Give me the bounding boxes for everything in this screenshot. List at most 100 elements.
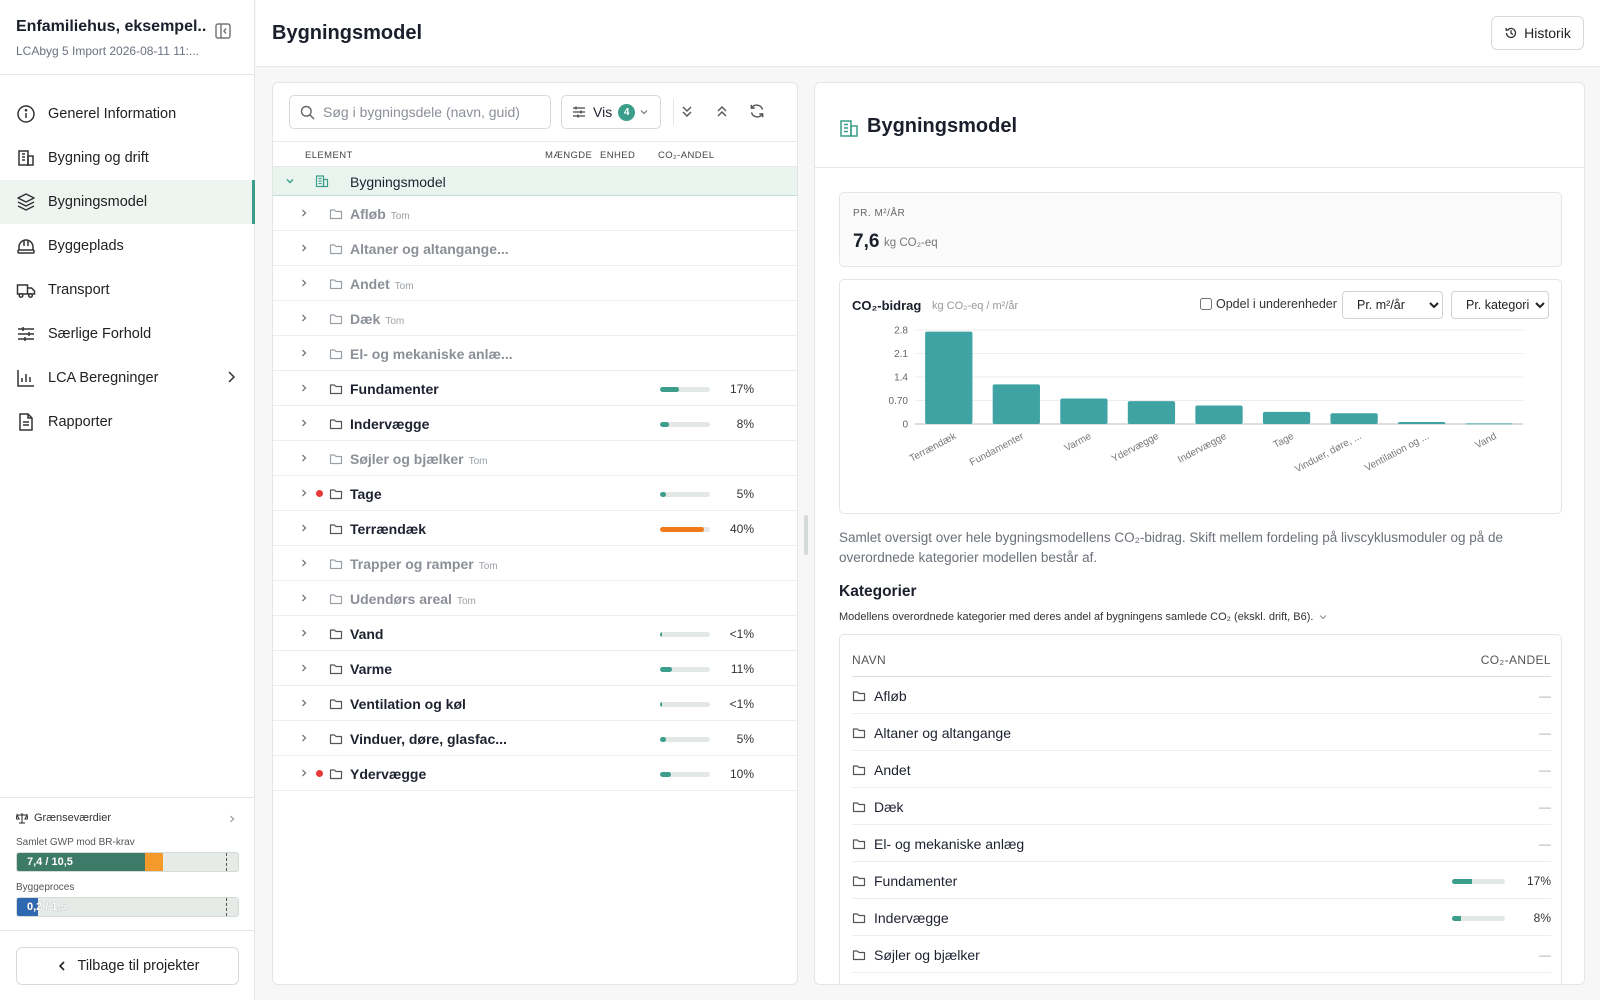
table-row[interactable]: El- og mekaniske anlæg — <box>852 825 1551 862</box>
folder-icon <box>852 689 866 703</box>
tree-row[interactable]: Terrændæk 40% <box>273 511 797 546</box>
chart-title: CO₂-bidrag <box>852 298 922 313</box>
collapse-all-icon[interactable] <box>713 102 731 120</box>
limit-values-panel[interactable]: Grænseværdier Samlet GWP mod BR-krav 7,4… <box>0 797 255 930</box>
chevron-right-icon[interactable] <box>299 488 309 498</box>
chevron-right-icon[interactable] <box>299 383 309 393</box>
chart-unit: kg CO₂-eq / m²/år <box>932 300 1019 312</box>
chevron-right-icon[interactable] <box>299 733 309 743</box>
nav-item-transport[interactable]: Transport <box>0 268 255 312</box>
split-subunits-checkbox[interactable]: Opdel i underenheder <box>1200 297 1337 311</box>
nav-label: Bygningsmodel <box>48 194 148 210</box>
category-name: Andet <box>874 762 911 778</box>
folder-icon <box>329 627 343 641</box>
tree-row[interactable]: Ventilation og køl <1% <box>273 686 797 721</box>
tree-row[interactable]: Indervægge 8% <box>273 406 797 441</box>
table-row[interactable]: Fundamenter 17% <box>852 862 1551 899</box>
tree-row[interactable]: Varme 11% <box>273 651 797 686</box>
page-header: Bygningsmodel Historik <box>256 0 1600 67</box>
refresh-icon[interactable] <box>748 102 766 120</box>
tree-row[interactable]: Fundamenter 17% <box>273 371 797 406</box>
back-to-projects-button[interactable]: Tilbage til projekter <box>16 947 239 985</box>
period-select[interactable]: Pr. m²/år <box>1342 291 1443 319</box>
folder-icon <box>329 522 343 536</box>
chevron-right-icon[interactable] <box>299 663 309 673</box>
filter-count-badge: 4 <box>618 103 636 121</box>
empty-tag: Tom <box>468 456 488 467</box>
tree-row[interactable]: El- og mekaniske anlæ... <box>273 336 797 371</box>
tree-row-label: Altaner og altangange... <box>350 241 509 257</box>
chevron-down-icon[interactable] <box>285 176 295 186</box>
chevron-right-icon[interactable] <box>299 593 309 603</box>
chevron-right-icon[interactable] <box>299 313 309 323</box>
tree-row[interactable]: Vinduer, døre, glasfac... 5% <box>273 721 797 756</box>
chevron-right-icon[interactable] <box>299 698 309 708</box>
chevron-right-icon[interactable] <box>299 278 309 288</box>
history-button[interactable]: Historik <box>1491 16 1584 50</box>
nav-item-generel-information[interactable]: Generel Information <box>0 92 255 136</box>
build-process-limit-marker <box>226 898 227 916</box>
nav-item-bygningsmodel[interactable]: Bygningsmodel <box>0 180 255 224</box>
chevron-right-icon[interactable] <box>299 628 309 638</box>
tree-row[interactable]: Søjler og bjælker Tom <box>273 441 797 476</box>
co2-share-bar <box>660 702 710 707</box>
categories-table-header: NAVN CO₂-ANDEL <box>852 635 1551 677</box>
tree-search-box[interactable] <box>289 95 551 129</box>
nav-label: Bygning og drift <box>48 150 149 166</box>
panel-resize-handle[interactable] <box>804 515 808 555</box>
table-row[interactable]: Indervægge 8% <box>852 899 1551 936</box>
table-row[interactable]: Altaner og altangange — <box>852 714 1551 751</box>
chevron-right-icon[interactable] <box>299 348 309 358</box>
chevron-right-icon[interactable] <box>299 453 309 463</box>
co2-share-empty: — <box>1539 689 1551 703</box>
nav-item-byggeplads[interactable]: Byggeplads <box>0 224 255 268</box>
table-row[interactable]: Afløb — <box>852 677 1551 714</box>
nav-item-saerlige-forhold[interactable]: Særlige Forhold <box>0 312 255 356</box>
tree-row[interactable]: Dæk Tom <box>273 301 797 336</box>
nav-item-rapporter[interactable]: Rapporter <box>0 400 255 444</box>
collapse-sidebar-icon[interactable] <box>214 22 234 42</box>
tree-row-label: El- og mekaniske anlæ... <box>350 346 513 362</box>
limit-values-header[interactable]: Grænseværdier <box>16 812 111 824</box>
folder-icon <box>852 763 866 777</box>
tree-row[interactable]: Afløb Tom <box>273 196 797 231</box>
project-title[interactable]: Enfamiliehus, eksempel... <box>16 18 206 35</box>
table-row[interactable]: Dæk — <box>852 788 1551 825</box>
tree-row[interactable]: Andet Tom <box>273 266 797 301</box>
tree-row[interactable]: Vand <1% <box>273 616 797 651</box>
nav-item-bygning-og-drift[interactable]: Bygning og drift <box>0 136 255 180</box>
column-name: NAVN <box>852 653 887 667</box>
chevron-right-icon[interactable] <box>299 418 309 428</box>
helmet-icon <box>16 236 36 256</box>
view-filter-button[interactable]: Vis 4 <box>561 95 661 129</box>
table-row[interactable]: Tage— <box>852 973 1551 984</box>
expand-all-icon[interactable] <box>678 102 696 120</box>
nav-item-lca-beregninger[interactable]: LCA Beregninger <box>0 356 255 400</box>
tree-row[interactable]: Altaner og altangange... <box>273 231 797 266</box>
chevron-right-icon[interactable] <box>299 523 309 533</box>
tree-search-input[interactable] <box>323 104 533 120</box>
nav-label: Generel Information <box>48 106 177 122</box>
tree-row[interactable]: Trapper og ramper Tom <box>273 546 797 581</box>
tree-row[interactable]: Ydervægge 10% <box>273 756 797 791</box>
table-row[interactable]: Andet — <box>852 751 1551 788</box>
split-subunits-input[interactable] <box>1200 298 1212 310</box>
tree-root-row[interactable]: Bygningsmodel <box>273 167 797 196</box>
warning-dot <box>316 770 323 777</box>
x-tick-label: Varme <box>1063 431 1094 454</box>
folder-icon <box>852 874 866 888</box>
category-name: Søjler og bjælker <box>874 947 980 963</box>
chevron-right-icon[interactable] <box>299 243 309 253</box>
nav-label: Byggeplads <box>48 238 124 254</box>
chart-bar <box>925 331 973 424</box>
empty-tag: Tom <box>385 316 405 327</box>
co2-share-bar <box>660 492 710 497</box>
chevron-right-icon[interactable] <box>299 208 309 218</box>
tree-row[interactable]: Tage 5% <box>273 476 797 511</box>
gwp-value: 7,4 / 10,5 <box>27 856 73 868</box>
tree-row[interactable]: Udendørs areal Tom <box>273 581 797 616</box>
grouping-select[interactable]: Pr. kategori <box>1451 291 1549 319</box>
chevron-right-icon[interactable] <box>299 558 309 568</box>
table-row[interactable]: Søjler og bjælker — <box>852 936 1551 973</box>
chevron-right-icon[interactable] <box>299 768 309 778</box>
